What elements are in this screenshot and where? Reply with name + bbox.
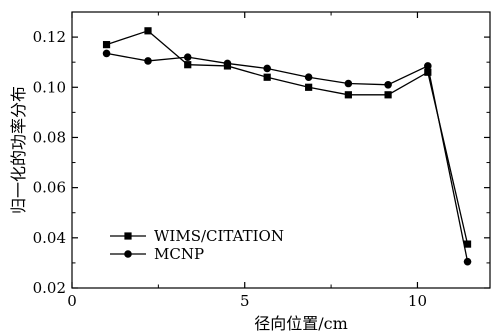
plot-frame xyxy=(71,11,491,289)
legend-label: WIMS/CITATION xyxy=(154,227,284,245)
legend-item: MCNP xyxy=(110,245,204,263)
circle-marker xyxy=(463,257,472,266)
circle-marker xyxy=(223,59,232,68)
series-line xyxy=(106,30,469,245)
y-axis-label: 归一化的功率分布 xyxy=(9,86,28,214)
circle-marker xyxy=(344,79,353,88)
circle-marker xyxy=(102,49,111,58)
y-tick-label: 0.10 xyxy=(33,78,66,96)
axes xyxy=(71,11,491,289)
square-marker xyxy=(424,68,432,76)
circle-marker xyxy=(304,73,313,82)
series-lines xyxy=(102,27,472,266)
square-marker xyxy=(463,240,472,248)
legend-item: WIMS/CITATION xyxy=(110,227,284,245)
circle-marker xyxy=(144,57,152,65)
circle-marker xyxy=(183,53,192,61)
square-marker xyxy=(344,91,352,99)
series-line xyxy=(106,52,469,262)
square-marker xyxy=(305,83,313,91)
square-marker xyxy=(144,27,152,35)
x-axis-label: 径向位置/cm xyxy=(254,314,348,332)
series-mcnp xyxy=(102,49,472,266)
circle-marker xyxy=(384,80,392,89)
x-tick-label: 5 xyxy=(240,292,250,310)
circle-marker xyxy=(424,62,432,70)
y-tick-label: 0.02 xyxy=(33,279,66,297)
y-tick-label: 0.08 xyxy=(33,128,66,146)
y-tick-label: 0.04 xyxy=(33,229,66,247)
square-marker xyxy=(102,41,111,49)
y-tick-label: 0.12 xyxy=(33,28,66,46)
x-tick-label: 10 xyxy=(408,292,427,310)
axis-ticks: 0 5 10 0.02 0.04 0.06 0.08 0.10 0.12 xyxy=(33,12,490,310)
y-tick-label: 0.06 xyxy=(33,179,66,197)
square-marker xyxy=(384,91,392,99)
legend-circle-marker xyxy=(124,250,132,258)
legend-label: MCNP xyxy=(154,245,204,263)
x-tick-label: 0 xyxy=(67,292,77,310)
square-marker xyxy=(263,73,271,81)
circle-marker xyxy=(263,64,271,73)
legend-square-marker xyxy=(124,232,132,240)
square-marker xyxy=(184,61,192,69)
series-wims-citation xyxy=(102,27,472,248)
